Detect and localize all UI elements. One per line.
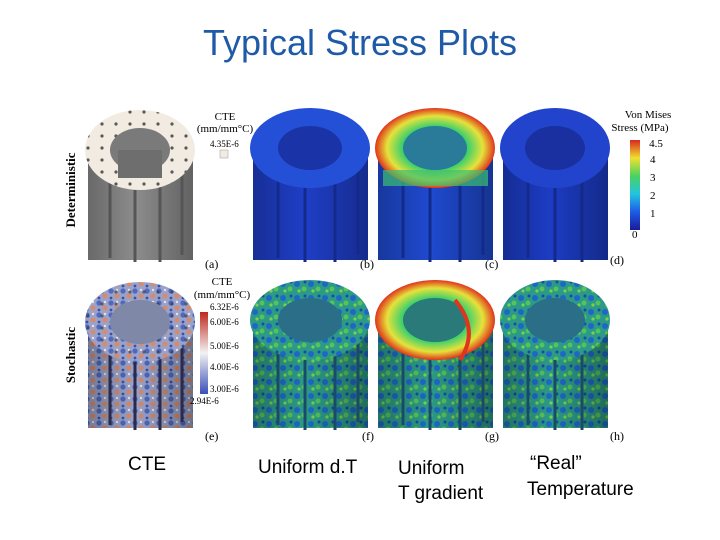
panel-label-e: (e): [205, 429, 218, 443]
cte-tick-4-00: 4.00E-6: [210, 362, 239, 372]
row-label-stochastic: Stochastic: [63, 327, 78, 384]
panel-a-cte-deterministic: [85, 110, 195, 262]
vm-legend-title: Von Mises: [625, 109, 672, 121]
cte-legend-bottom-unit: (mm/mm°C): [194, 289, 251, 301]
panel-label-g: (g): [485, 429, 499, 443]
cte-tick-3-00: 3.00E-6: [210, 384, 239, 394]
cte-legend-bottom-title: CTE: [212, 276, 233, 288]
caption-real-temperature-line1: “Real”: [530, 453, 582, 474]
von-mises-legend: Von Mises Stress (MPa) 4.5 4 3 2 1 0: [611, 109, 671, 241]
cte-tick-5-00: 5.00E-6: [210, 341, 239, 351]
cte-tick-6-32: 6.32E-6: [210, 302, 239, 312]
panel-label-a: (a): [205, 257, 218, 271]
caption-cte: CTE: [128, 454, 166, 475]
cte-legend-top-swatch: [219, 149, 229, 159]
cte-legend-top-unit: (mm/mm°C): [197, 123, 254, 135]
panel-h-stress-stochastic-real-temperature: [500, 280, 610, 430]
panel-g-stress-stochastic-t-gradient: [375, 280, 495, 430]
caption-uniform-dt: Uniform d.T: [258, 457, 358, 478]
vm-tick-4-5: 4.5: [649, 138, 663, 150]
vm-tick-4: 4: [650, 154, 656, 166]
vm-tick-0: 0: [632, 229, 638, 241]
caption-uniform-t-gradient-line1: Uniform: [398, 458, 465, 479]
cte-legend-top-title: CTE: [215, 111, 236, 123]
panel-label-h: (h): [610, 429, 624, 443]
vm-tick-3: 3: [650, 172, 656, 184]
vm-tick-1: 1: [650, 208, 656, 220]
panel-c-stress-t-gradient: [375, 108, 495, 262]
panel-label-b: (b): [360, 257, 374, 271]
cte-legend-top-value: 4.35E-6: [210, 139, 239, 149]
caption-real-temperature-line2: Temperature: [527, 479, 634, 500]
caption-uniform-t-gradient-line2: T gradient: [398, 483, 484, 504]
panel-label-c: (c): [485, 257, 498, 271]
vm-legend-unit: Stress (MPa): [611, 122, 668, 134]
cte-tick-6-00: 6.00E-6: [210, 317, 239, 327]
panel-f-stress-stochastic-uniform-dt: [250, 280, 370, 430]
cte-legend-deterministic: CTE (mm/mm°C) 4.35E-6: [197, 111, 254, 159]
panel-label-f: (f): [362, 429, 374, 443]
slide-title: Typical Stress Plots: [202, 22, 518, 63]
vm-colorbar: [630, 140, 640, 230]
cte-tick-2-94: 2.94E-6: [190, 396, 219, 406]
panel-b-stress-uniform-dt: [250, 108, 370, 262]
vm-tick-2: 2: [650, 190, 656, 202]
panel-d-stress-real-temperature: [500, 108, 610, 262]
cte-legend-stochastic: CTE (mm/mm°C) 6.32E-6 6.00E-6 5.00E-6 4.…: [190, 276, 251, 406]
panel-e-cte-stochastic: [85, 282, 195, 430]
cte-colorbar: [200, 312, 208, 394]
row-label-deterministic: Deterministic: [63, 152, 78, 227]
panel-label-d: (d): [610, 253, 624, 267]
